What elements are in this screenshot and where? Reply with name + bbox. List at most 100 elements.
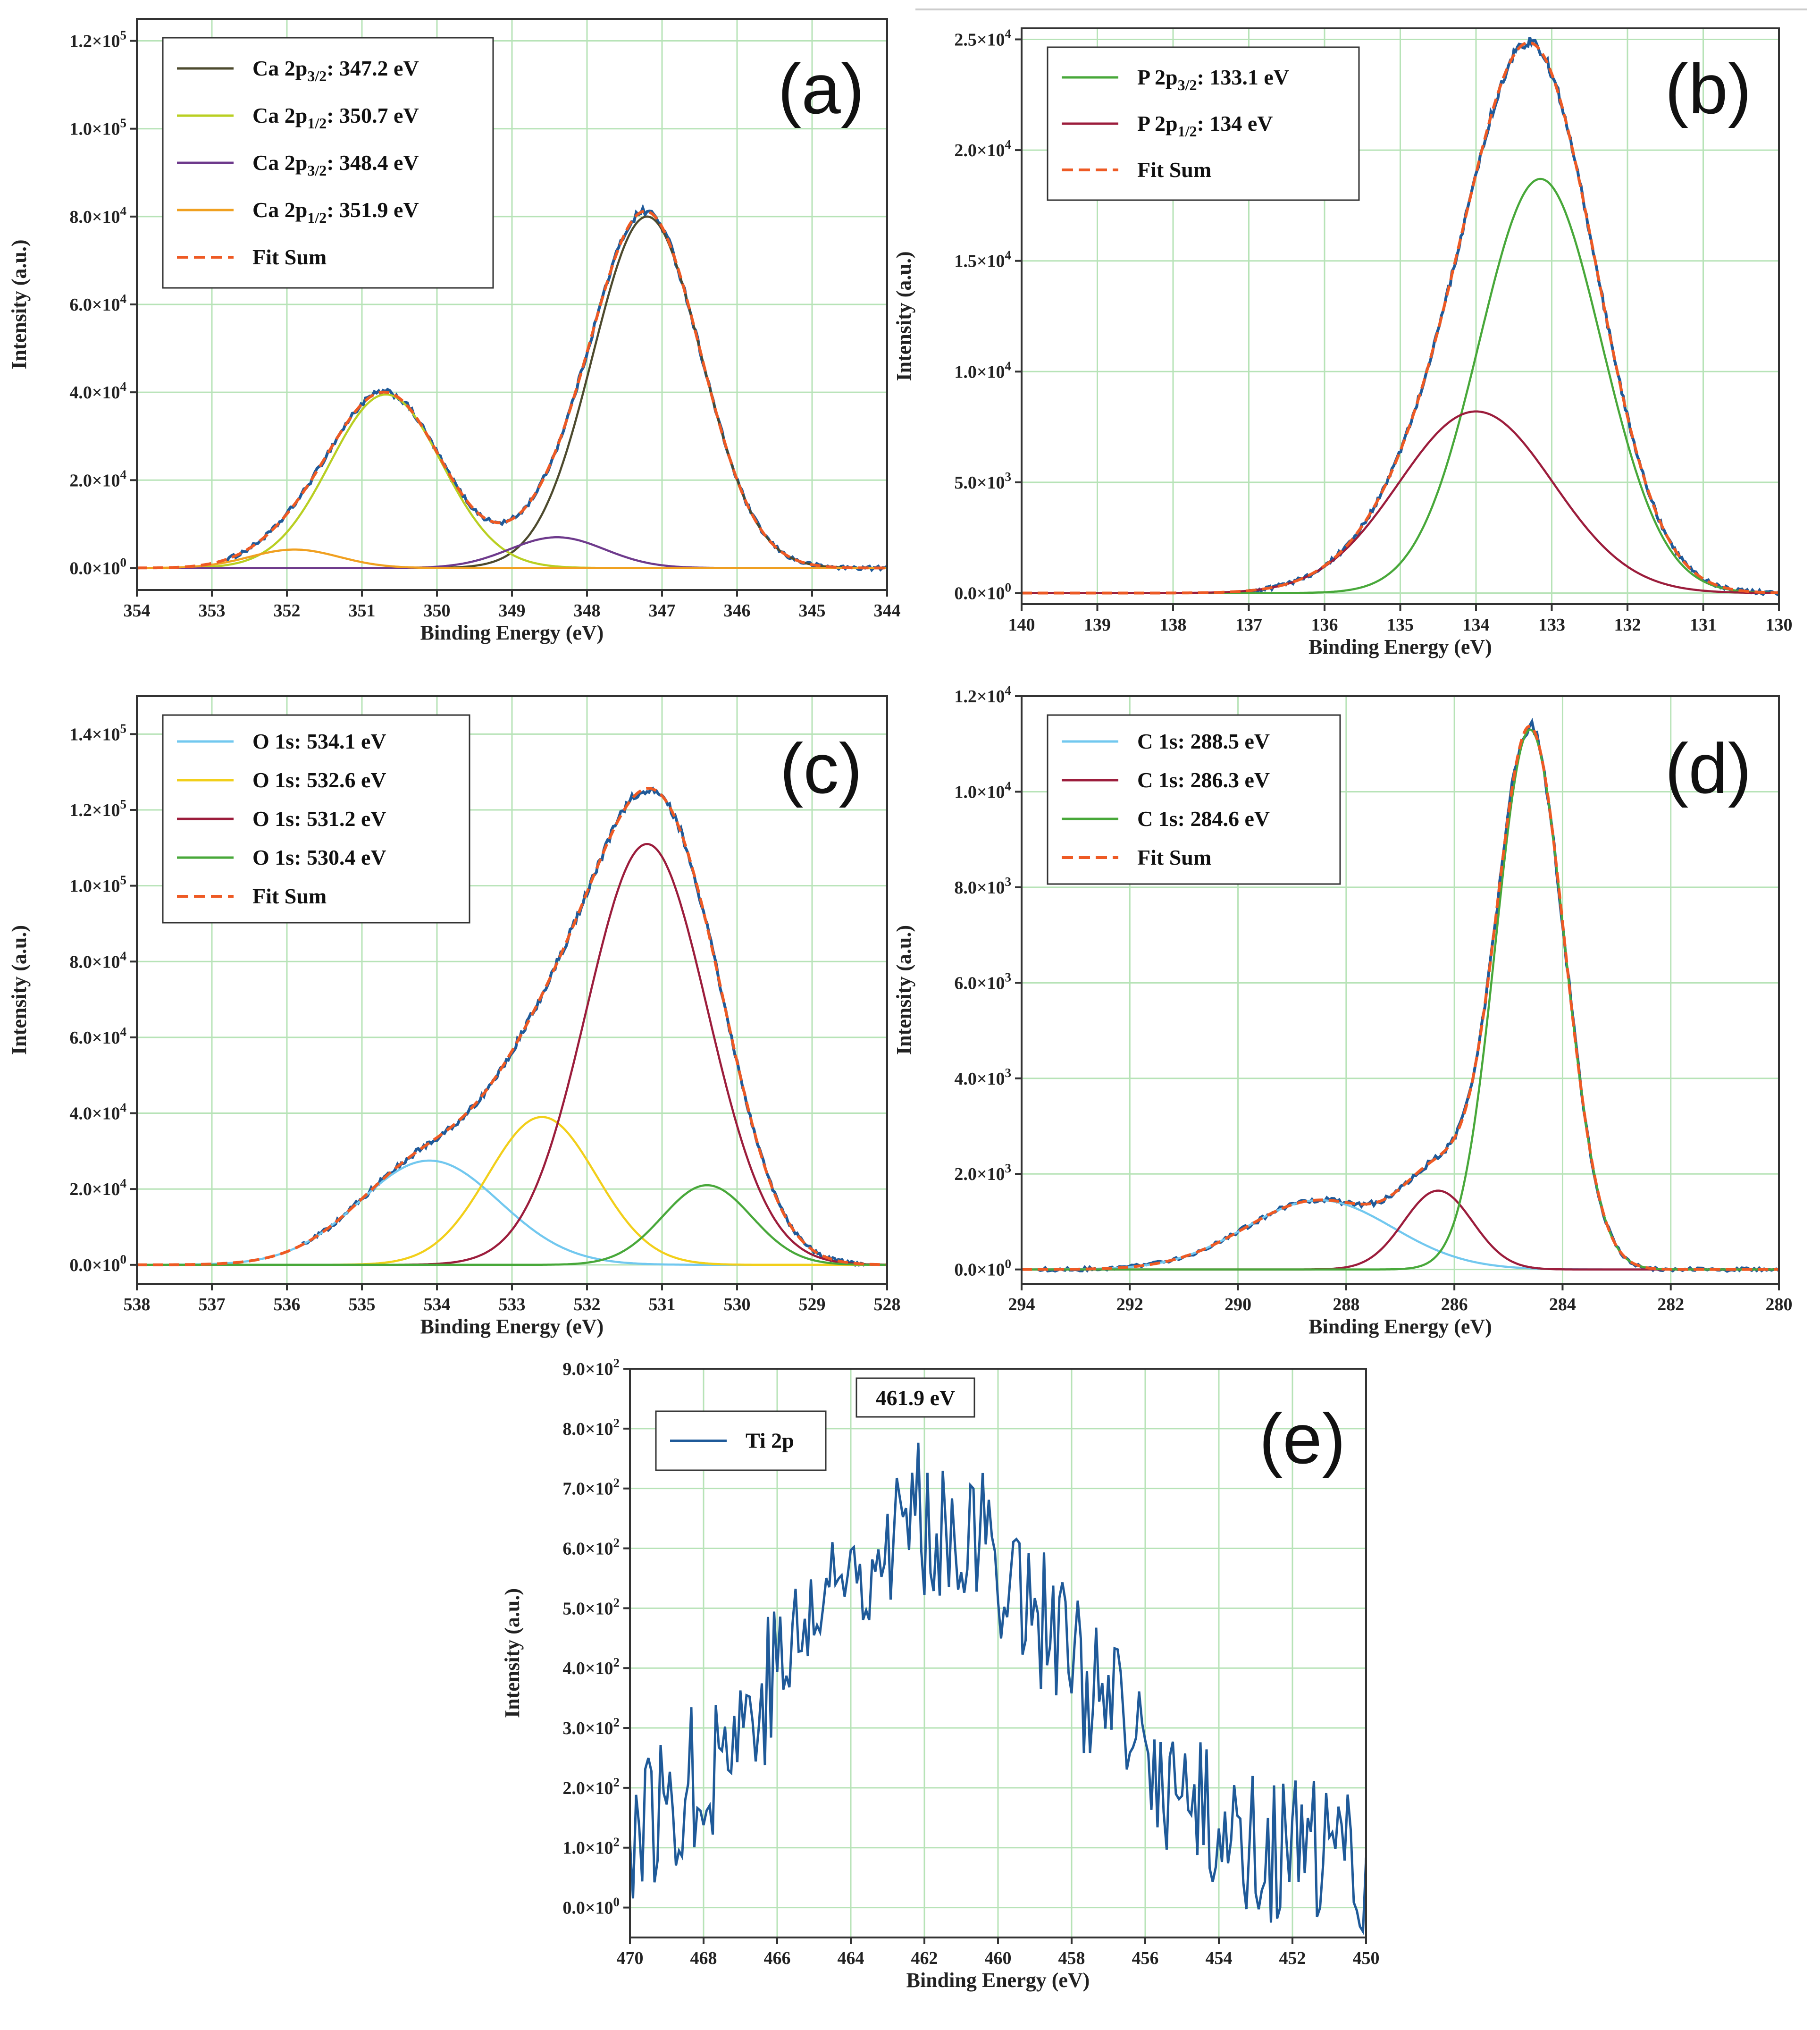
panel-letter: (e) [1259,1399,1345,1478]
x-axis-label: Binding Energy (eV) [420,621,604,644]
legend-label: O 1s: 532.6 eV [252,768,386,792]
y-tick-label: 1.0×105 [69,116,126,139]
legend-label: P 2p3/2: 133.1 eV [1137,65,1289,93]
legend: C 1s: 288.5 eV C 1s: 286.3 eV C 1s: 284.6 … [1047,714,1341,885]
legend: O 1s: 534.1 eV O 1s: 532.6 eV O 1s: 531.2 … [162,714,470,924]
y-tick-label: 2.5×104 [954,26,1011,50]
component-curve-2 [1022,410,1779,594]
ti-2p-spectrum-line [630,1442,1366,1936]
legend-item: O 1s: 534.1 eV [177,729,386,753]
x-tick-label: 288 [1333,1295,1359,1314]
y-tick-label: 1.2×105 [69,797,126,820]
legend-label: Ca 2p1/2: 350.7 eV [252,103,419,132]
legend-label: Ca 2p1/2: 351.9 eV [252,198,419,226]
y-tick-label: 1.2×104 [954,683,1011,707]
peak-annotation-box [855,1377,975,1418]
x-tick-label: 456 [1132,1948,1159,1968]
x-tick-label: 536 [274,1295,301,1314]
x-tick-label: 454 [1206,1948,1233,1968]
y-tick-label: 5.0×103 [954,470,1011,493]
legend-label: O 1s: 531.2 eV [252,807,386,831]
y-axis-label: Intensity (a.u.) [892,251,915,381]
legend-label: Fit Sum [1137,158,1211,182]
y-tick-label: 3.0×102 [562,1715,620,1738]
y-tick-label: 1.0×104 [954,359,1011,382]
fit-sum-curve [1022,724,1779,1271]
x-tick-label: 134 [1463,615,1490,635]
x-tick-label: 464 [838,1948,864,1968]
legend-item: C 1s: 288.5 eV [1062,729,1270,753]
legend: Ti 2p [655,1410,827,1471]
x-tick-label: 537 [199,1295,226,1314]
legend-item: P 2p1/2: 134 eV [1062,111,1273,140]
legend-item: P 2p3/2: 133.1 eV [1062,65,1289,93]
y-tick-label: 1.0×105 [69,873,126,896]
y-tick-label: 2.0×103 [954,1161,1011,1184]
x-tick-label: 286 [1441,1295,1468,1314]
legend-label: C 1s: 286.3 eV [1137,768,1270,792]
x-tick-label: 452 [1279,1948,1306,1968]
fit-sum-curve [137,787,887,1266]
y-tick-label: 8.0×104 [69,949,126,972]
x-tick-label: 140 [1008,615,1035,635]
legend-item: Fit Sum [177,884,327,908]
x-tick-label: 132 [1614,615,1641,635]
y-tick-label: 6.0×103 [954,970,1011,993]
y-tick-label: 4.0×102 [562,1655,620,1678]
peak-annotation: 461.9 eV [876,1386,956,1410]
plot-area [137,203,887,573]
legend-label: C 1s: 284.6 eV [1137,807,1270,831]
x-tick-label: 460 [985,1948,1012,1968]
x-tick-label: 346 [724,601,751,621]
y-tick-label: 4.0×103 [954,1066,1011,1089]
x-tick-label: 292 [1116,1295,1143,1314]
y-tick-label: 1.5×104 [954,248,1011,271]
legend-item: Fit Sum [1062,158,1211,182]
y-tick-label: 0.0×100 [69,1252,126,1275]
y-tick-label: 0.0×100 [562,1895,620,1918]
y-axis-label: Intensity (a.u.) [501,1588,524,1718]
x-tick-label: 130 [1766,615,1793,635]
x-tick-label: 136 [1311,615,1338,635]
x-tick-label: 350 [424,601,451,621]
x-tick-label: 531 [649,1295,676,1314]
legend-item: O 1s: 531.2 eV [177,807,386,831]
y-tick-label: 1.4×105 [69,721,126,744]
y-tick-label: 8.0×104 [69,204,126,227]
legend-label: Fit Sum [1137,845,1211,869]
panel-letter: (d) [1665,729,1751,808]
x-tick-label: 353 [199,601,226,621]
y-tick-label: 0.0×100 [954,1257,1011,1280]
legend-item: C 1s: 284.6 eV [1062,807,1270,831]
x-tick-label: 534 [424,1295,451,1314]
legend-label: O 1s: 534.1 eV [252,729,386,753]
y-tick-label: 6.0×104 [69,1025,126,1048]
x-tick-label: 470 [617,1948,644,1968]
panel-letter: (a) [778,49,864,128]
x-tick-label: 462 [911,1948,938,1968]
chart-panel-1: 354 353 352 351 350 349 348 347 346 345 344 0.0×100… [8,18,901,644]
x-tick-label: 354 [124,601,151,621]
legend: P 2p3/2: 133.1 eV P 2p1/2: 134 eV Fit Sum [1047,46,1360,201]
x-tick-label: 294 [1008,1295,1035,1314]
y-tick-label: 6.0×102 [562,1536,620,1559]
panel-letter: (b) [1665,49,1751,128]
y-tick-label: 2.0×104 [69,1176,126,1199]
legend-item: Fit Sum [177,245,327,269]
legend-label: Fit Sum [252,245,327,269]
x-tick-label: 137 [1235,615,1262,635]
x-tick-label: 533 [499,1295,526,1314]
legend-item: Ca 2p3/2: 347.2 eV [177,56,419,84]
fit-sum-curve [137,210,887,570]
x-tick-label: 282 [1657,1295,1684,1314]
x-axis-label: Binding Energy (eV) [420,1315,604,1338]
legend-label: Ti 2p [746,1429,794,1453]
x-tick-label: 532 [574,1295,601,1314]
x-tick-label: 131 [1690,615,1717,635]
y-tick-label: 5.0×102 [562,1595,620,1618]
y-tick-label: 1.0×104 [954,779,1011,802]
y-tick-label: 6.0×104 [69,292,126,315]
y-tick-label: 0.0×100 [954,581,1011,604]
plot-area [1022,37,1779,597]
y-tick-label: 2.0×104 [954,137,1011,160]
